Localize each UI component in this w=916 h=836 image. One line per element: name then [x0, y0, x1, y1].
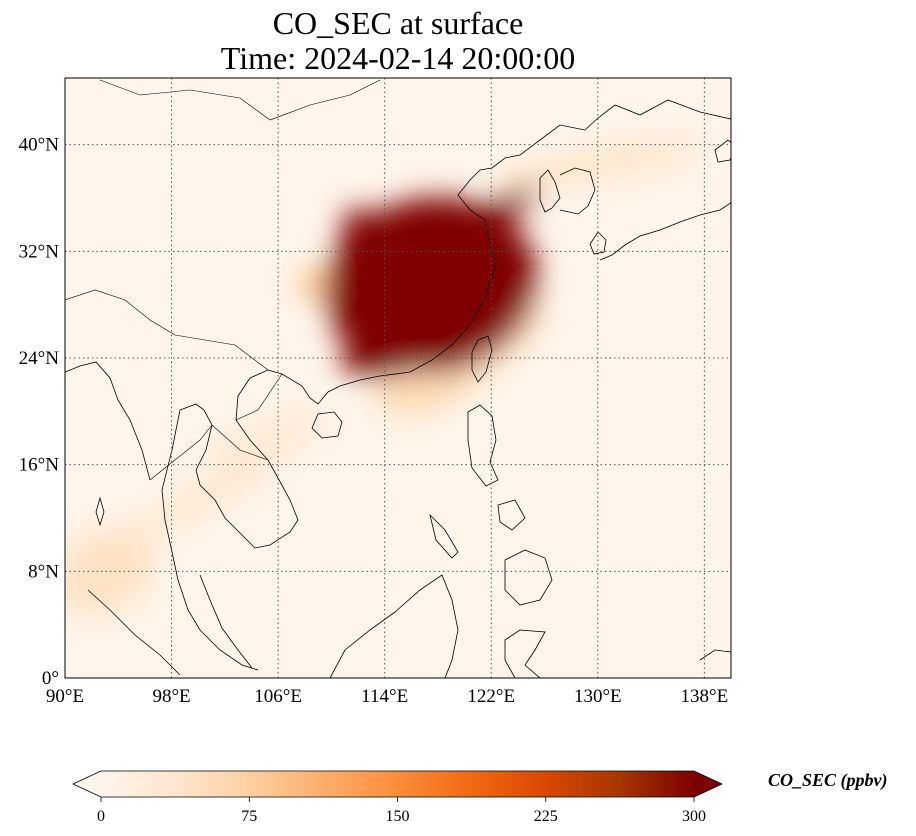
co-plume-region: [342, 207, 375, 256]
map-area: 90°E 98°E 106°E 114°E 122°E 130°E 138°E 0° 8°N 1…: [19, 77, 732, 707]
coastline-malay-peninsula: [199, 574, 253, 669]
map-frame: [64, 77, 732, 679]
latitude-tick-label: 32°N: [19, 241, 60, 262]
coastline-visayas: [497, 499, 526, 531]
colorbar-tick-label: 300: [682, 808, 706, 825]
coastline-luzon: [467, 404, 499, 487]
coastline-east-asia: [161, 99, 731, 671]
coastline-japan-kyushu: [589, 231, 607, 255]
coastline-new-guinea: [699, 649, 731, 661]
latitude-tick-label: 24°N: [19, 348, 60, 369]
colorbar-tick-label: 150: [386, 808, 410, 825]
co-plume-region: [340, 338, 416, 378]
latitude-tick-label: 0°: [42, 668, 59, 689]
coastlines-and-borders: [65, 79, 731, 678]
latitude-tick-label: 40°N: [19, 135, 60, 156]
border-line: [65, 289, 269, 371]
colorbar-extend-max: [694, 771, 722, 797]
colorbar-extend-min: [73, 771, 101, 797]
co-plume-region: [65, 527, 156, 616]
coastline-bangladesh-myanmar: [65, 361, 151, 481]
coastline-japan-honshu: [599, 202, 731, 261]
colorbar-tick-label: 225: [534, 808, 558, 825]
longitude-tick-label: 122°E: [467, 686, 515, 707]
coastline-japan-hokkaido: [714, 139, 731, 163]
longitude-axis: 90°E 98°E 106°E 114°E 122°E 130°E 138°E: [46, 686, 728, 707]
coastline-sulawesi: [504, 629, 546, 678]
colorbar-gradient: [101, 771, 694, 797]
coastline-sumatra: [87, 589, 181, 676]
longitude-tick-label: 90°E: [46, 686, 84, 707]
latitude-tick-label: 16°N: [19, 455, 60, 476]
longitude-tick-label: 138°E: [681, 686, 729, 707]
colorbar-tick-label: 0: [97, 808, 105, 825]
border-line: [99, 79, 381, 121]
longitude-tick-label: 130°E: [574, 686, 622, 707]
co-plume-region: [325, 197, 538, 372]
latitude-tick-label: 8°N: [28, 561, 59, 582]
border-line: [235, 373, 283, 421]
colorbar-label: CO_SEC (ppbv): [768, 770, 888, 790]
coastline-borneo: [329, 574, 459, 678]
longitude-tick-label: 114°E: [361, 686, 408, 707]
coastline-mindanao: [504, 549, 553, 606]
longitude-tick-label: 98°E: [152, 686, 190, 707]
latitude-axis: 0° 8°N 16°N 24°N 32°N 40°N: [19, 135, 60, 689]
coastline-andaman: [95, 496, 105, 527]
coastline-palawan: [429, 513, 459, 559]
map-title: CO_SEC at surface: [272, 5, 524, 41]
coastline-hainan: [311, 411, 343, 439]
colorbar-ticks: 0 75 150 225 300: [97, 797, 706, 825]
colorbar: 0 75 150 225 300: [72, 770, 723, 825]
colorbar-tick-label: 75: [241, 808, 257, 825]
coastline-korea: [539, 169, 561, 213]
map-subtitle-time: Time: 2024-02-14 20:00:00: [220, 40, 576, 76]
gridlines: [65, 78, 731, 678]
coastline-taiwan: [471, 335, 493, 383]
longitude-tick-label: 106°E: [254, 686, 302, 707]
border-line: [149, 424, 213, 481]
coastline-korea-east: [559, 167, 596, 215]
co-plume-region: [130, 442, 293, 540]
border-line: [211, 424, 269, 461]
co-plume-region: [201, 408, 328, 468]
